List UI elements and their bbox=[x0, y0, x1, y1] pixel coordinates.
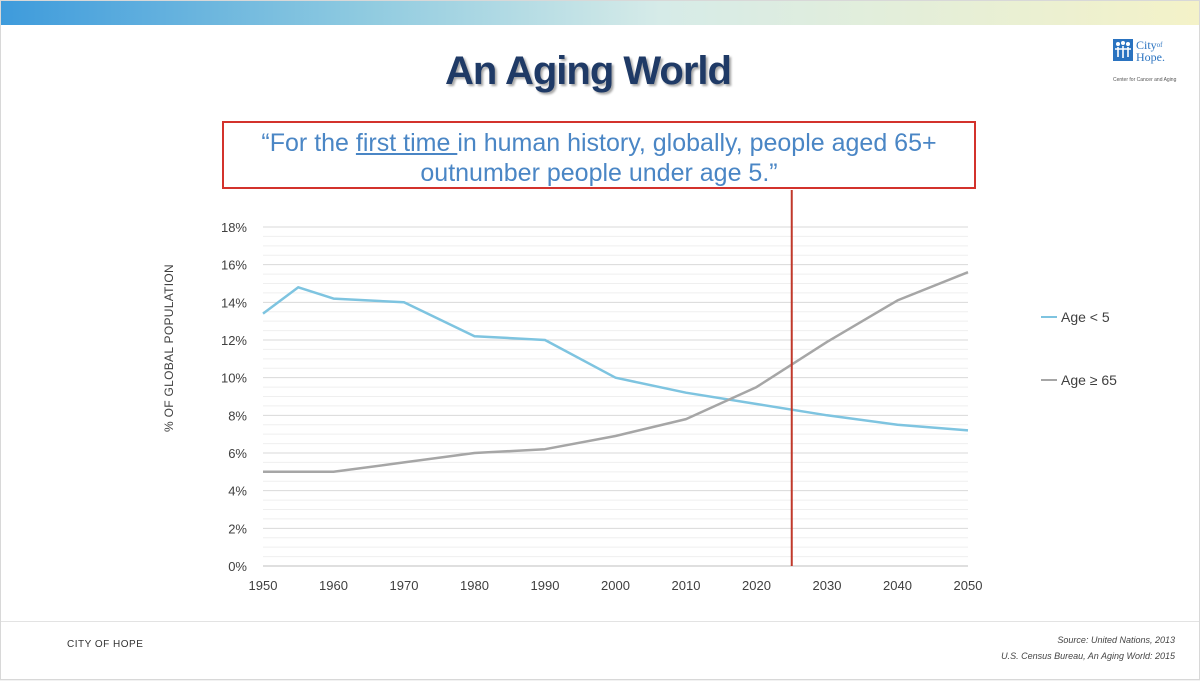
y-tick-label: 6% bbox=[228, 446, 247, 461]
x-tick-label: 1950 bbox=[249, 578, 278, 593]
y-tick-label: 8% bbox=[228, 408, 247, 423]
y-tick-label: 14% bbox=[221, 295, 247, 310]
legend-item-over65: Age ≥ 65 bbox=[1041, 370, 1141, 390]
logo-name-sup: of bbox=[1156, 41, 1163, 49]
grid-lines bbox=[263, 226, 968, 567]
x-tick-label: 2010 bbox=[672, 578, 701, 593]
footer-sources: Source: United Nations, 2013 U.S. Census… bbox=[1001, 632, 1175, 664]
axis-labels: 0% 2% 4% 6% 8% 10% 12% 14% 16% 18% 1950 1960 1970 198… bbox=[221, 220, 982, 593]
footer-divider bbox=[1, 621, 1199, 622]
header-gradient-band bbox=[1, 1, 1199, 25]
series-lines bbox=[262, 271, 969, 474]
y-tick-label: 0% bbox=[228, 559, 247, 574]
city-of-hope-logo: Cityof Hope. Center for Cancer and Aging bbox=[1113, 39, 1185, 87]
quote-callout: “For the first time in human history, gl… bbox=[222, 121, 976, 189]
legend-label-under5: Age < 5 bbox=[1061, 309, 1110, 325]
series-line-under5 bbox=[262, 286, 969, 432]
y-tick-label: 2% bbox=[228, 521, 247, 536]
x-tick-label: 1990 bbox=[531, 578, 560, 593]
quote-text: “For the first time in human history, gl… bbox=[224, 128, 974, 188]
x-tick-label: 2050 bbox=[954, 578, 983, 593]
source-line-1: Source: United Nations, 2013 bbox=[1057, 635, 1175, 645]
x-tick-label: 2040 bbox=[883, 578, 912, 593]
y-tick-label: 18% bbox=[221, 220, 247, 235]
x-tick-label: 1970 bbox=[390, 578, 419, 593]
quote-emphasis: first time bbox=[355, 129, 458, 157]
line-chart: 0% 2% 4% 6% 8% 10% 12% 14% 16% 18% 1950 1960 1970 198… bbox=[221, 190, 982, 593]
quote-line1-after: in human history, globally, people aged … bbox=[457, 129, 937, 157]
people-figures-icon bbox=[1113, 39, 1133, 61]
source-line-2: U.S. Census Bureau, An Aging World: 2015 bbox=[1001, 651, 1175, 661]
logo-subtitle: Center for Cancer and Aging bbox=[1113, 77, 1177, 83]
quote-line2: outnumber people under age 5.” bbox=[420, 159, 778, 187]
legend-label-over65: Age ≥ 65 bbox=[1061, 372, 1117, 388]
y-tick-label: 16% bbox=[221, 258, 247, 273]
y-tick-label: 12% bbox=[221, 333, 247, 348]
legend-swatch-over65 bbox=[1041, 379, 1057, 381]
y-axis-title-text: % OF GLOBAL POPULATION bbox=[162, 264, 176, 432]
quote-line1-before: “For the bbox=[261, 129, 356, 157]
logo-name-line1: City bbox=[1136, 38, 1157, 52]
x-tick-label: 2000 bbox=[601, 578, 630, 593]
logo-wordmark: Cityof Hope. bbox=[1136, 39, 1184, 63]
x-tick-label: 1960 bbox=[319, 578, 348, 593]
slide-title: An Aging World bbox=[445, 49, 732, 93]
logo-name-line2: Hope. bbox=[1136, 50, 1165, 64]
y-tick-label: 4% bbox=[228, 484, 247, 499]
x-tick-label: 2020 bbox=[742, 578, 771, 593]
footer-brand: CITY OF HOPE bbox=[67, 639, 144, 650]
series-line-over65 bbox=[263, 271, 969, 474]
legend-swatch-under5 bbox=[1041, 316, 1057, 318]
legend-item-under5: Age < 5 bbox=[1041, 307, 1141, 327]
x-tick-label: 2030 bbox=[813, 578, 842, 593]
y-tick-label: 10% bbox=[221, 371, 247, 386]
x-tick-label: 1980 bbox=[460, 578, 489, 593]
